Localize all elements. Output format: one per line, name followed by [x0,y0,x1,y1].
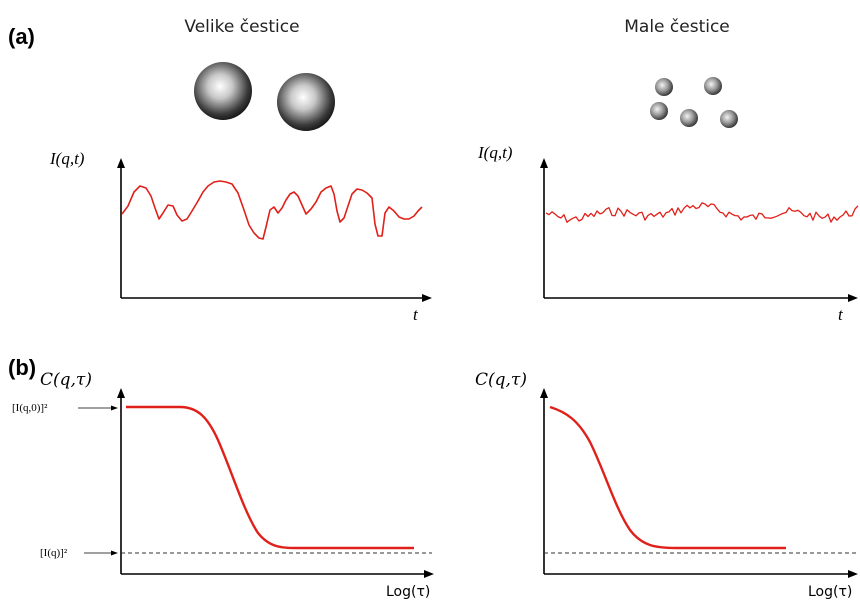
intensity-plot-small: I(q,t) t [477,143,859,324]
x-axis-arrow [848,294,858,302]
correlation-plot-small: C(q,τ) Log(τ) [475,370,858,600]
y-axis-label: I(q,t) [49,149,85,168]
x-axis-arrow [422,294,432,302]
small-particle [704,77,722,95]
upper-level-pointer-arrow [111,405,118,411]
baseline-label: [I(q)]² [40,547,68,559]
x-axis-label: Log(τ) [808,584,852,600]
large-particle [277,73,335,131]
panel-label-a: (a) [8,24,35,49]
column-title-small-particles: Male čestice [624,17,730,37]
small-particle [720,110,738,128]
small-particle [655,78,673,96]
correlation-plot-large: C(q,τ) Log(τ) [I(q,0)]² [I(q)]² [12,370,434,600]
large-particle [194,62,252,120]
x-axis-arrow [848,570,858,578]
small-particle [650,102,668,120]
correlation-curve-large [126,405,414,550]
large-particles-illustration [194,62,335,131]
x-axis-arrow [424,570,434,578]
y-axis-arrow [540,158,548,168]
baseline-pointer-arrow [111,550,118,556]
x-axis-label: Log(τ) [386,584,430,600]
y-axis-arrow [117,388,125,398]
y-axis-label: C(q,τ) [40,370,92,390]
upper-level-label: [I(q,0)]² [12,402,48,414]
column-title-large-particles: Velike čestice [184,17,299,37]
y-axis-arrow [540,388,548,398]
intensity-trace-large [121,180,423,240]
x-axis-label: t [413,305,419,324]
intensity-trace-small [545,202,859,223]
small-particles-illustration [650,77,738,128]
y-axis-label: C(q,τ) [475,370,527,390]
panel-label-b: (b) [8,355,36,380]
y-axis-arrow [117,158,125,168]
x-axis-label: t [838,305,844,324]
correlation-curve-small [549,405,786,550]
small-particle [680,109,698,127]
intensity-plot-large: I(q,t) t [49,149,432,324]
y-axis-label: I(q,t) [477,143,513,162]
